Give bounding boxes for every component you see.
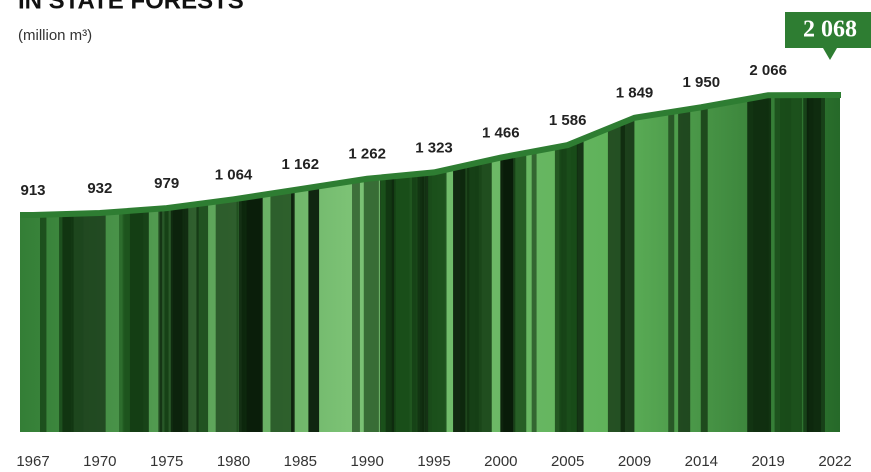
tree-trunk xyxy=(394,95,410,432)
tree-trunk xyxy=(352,95,360,432)
chart-title: IN STATE FORESTS xyxy=(18,0,244,14)
x-tick-label: 1970 xyxy=(83,453,116,470)
tree-trunk xyxy=(270,95,294,432)
x-tick-label: 1985 xyxy=(284,453,317,470)
x-tick-label: 2005 xyxy=(551,453,584,470)
tree-trunk xyxy=(700,95,708,432)
value-label: 1 466 xyxy=(482,125,520,142)
value-label: 979 xyxy=(154,175,179,192)
tree-trunk xyxy=(531,95,537,432)
forest-image xyxy=(20,95,840,432)
area-edge xyxy=(32,92,836,218)
value-label: 1 586 xyxy=(549,112,587,129)
tree-trunk xyxy=(808,95,825,432)
tree-trunk xyxy=(514,95,527,432)
value-label: 1 162 xyxy=(282,156,320,173)
x-tick-label: 2022 xyxy=(818,453,851,470)
x-tick-label: 1980 xyxy=(217,453,250,470)
tree-trunk xyxy=(431,95,445,432)
x-tick-label: 1990 xyxy=(350,453,383,470)
tree-trunk xyxy=(500,95,514,432)
tree-trunk xyxy=(747,95,772,432)
value-label: 1 323 xyxy=(415,139,453,156)
x-tick-label: 2019 xyxy=(751,453,784,470)
tree-trunk xyxy=(380,95,392,432)
tree-trunk xyxy=(291,95,295,432)
value-label: 2 066 xyxy=(749,62,787,79)
value-label: 1 849 xyxy=(616,85,654,102)
chart-subtitle: (million m³) xyxy=(18,27,92,44)
x-tick-label: 1975 xyxy=(150,453,183,470)
tree-trunk xyxy=(774,95,792,432)
x-tick-label: 1967 xyxy=(16,453,49,470)
value-label: 1 950 xyxy=(683,74,721,91)
x-tick-label: 1995 xyxy=(417,453,450,470)
tree-trunk xyxy=(196,95,209,432)
value-label: 1 064 xyxy=(215,166,253,183)
tree-trunk xyxy=(560,95,567,432)
value-label: 932 xyxy=(87,180,112,197)
tree-trunk xyxy=(363,95,379,432)
highlight-box xyxy=(785,12,871,48)
tree-trunk xyxy=(417,95,427,432)
tree-trunk xyxy=(246,95,263,432)
value-label: 913 xyxy=(20,182,45,199)
tree-trunk xyxy=(170,95,189,432)
tree-trunk xyxy=(40,95,47,432)
value-label: 1 262 xyxy=(348,146,386,163)
tree-trunk xyxy=(129,95,149,432)
tree-trunk xyxy=(83,95,106,432)
tree-trunk xyxy=(158,95,163,432)
tree-trunk xyxy=(308,95,320,432)
edge-start xyxy=(20,212,34,218)
edge-end xyxy=(835,92,841,98)
tree-trunk xyxy=(215,95,239,432)
tree-trunk xyxy=(62,95,74,432)
highlight-pointer xyxy=(823,48,837,60)
value-label: 2 068 xyxy=(803,17,857,43)
tree-trunk xyxy=(678,95,691,432)
tree-trunk xyxy=(620,95,635,432)
tree-trunk xyxy=(72,95,84,432)
x-tick-label: 2009 xyxy=(618,453,651,470)
x-tick-label: 2014 xyxy=(685,453,718,470)
tree-trunk xyxy=(425,95,430,432)
tree-trunk xyxy=(460,95,470,432)
tree-trunk xyxy=(381,95,386,432)
x-tick-label: 2000 xyxy=(484,453,517,470)
tree-trunk xyxy=(668,95,675,432)
